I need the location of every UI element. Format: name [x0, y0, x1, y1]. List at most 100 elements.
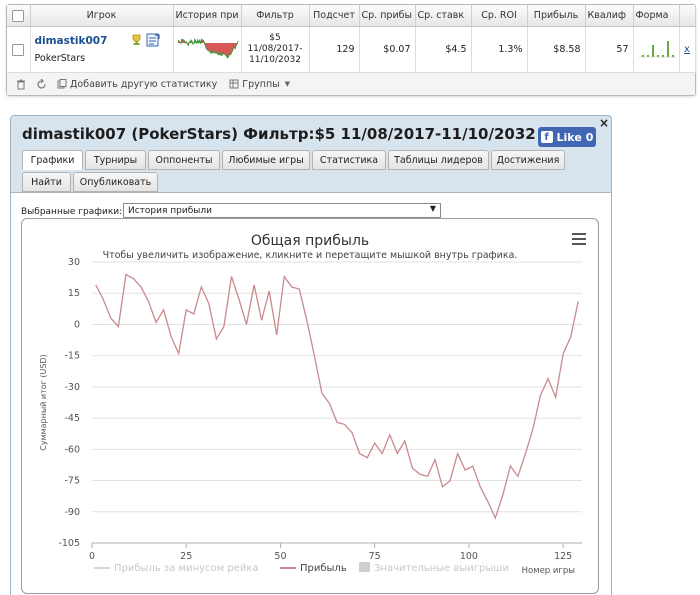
stats-table-panel: Игрок История при Фильтр Подсчет Ср. при…: [6, 4, 696, 96]
remove-cell: x: [679, 26, 696, 73]
header-player[interactable]: Игрок: [30, 5, 174, 27]
header-profit[interactable]: Прибыль: [527, 5, 586, 27]
export-icon[interactable]: [146, 33, 160, 50]
stats-header-row: Игрок История при Фильтр Подсчет Ср. при…: [7, 5, 696, 27]
header-avg-stake[interactable]: Ср. ставк: [415, 5, 472, 27]
qualif-cell: 57: [585, 26, 634, 73]
y-tick-label: -105: [58, 538, 80, 549]
y-tick-label: -60: [64, 444, 80, 455]
x-tick-label: 125: [554, 551, 572, 562]
tab-statistics[interactable]: Статистика: [312, 150, 386, 170]
table-row: dimastik007 PokerStars $5 11/08/2017- 11…: [7, 26, 696, 73]
y-tick-label: 30: [68, 257, 80, 268]
player-cell: dimastik007 PokerStars: [30, 26, 174, 73]
header-history[interactable]: История при: [173, 5, 242, 27]
legend-item-rake[interactable]: Прибыль за минусом рейка: [114, 563, 259, 574]
chevron-down-icon: ▼: [284, 80, 291, 88]
player-panel: dimastik007 (PokerStars) Фильтр:$5 11/08…: [10, 115, 612, 595]
stats-table: Игрок История при Фильтр Подсчет Ср. при…: [7, 5, 696, 73]
groups-label: Группы: [242, 78, 280, 90]
y-tick-label: -30: [64, 382, 80, 393]
selected-charts-label: Выбранные графики:: [21, 207, 123, 217]
chart-type-select-value: История прибыли: [128, 205, 212, 216]
y-tick-label: -45: [64, 413, 80, 424]
add-stats-icon: [57, 79, 67, 89]
add-stats-label: Добавить другую статистику: [70, 78, 218, 90]
y-axis-label: Суммарный итог (USD): [39, 354, 48, 451]
facebook-icon: f: [540, 131, 553, 143]
chart-menu-icon[interactable]: [572, 233, 586, 245]
tab-charts[interactable]: Графики: [22, 150, 83, 170]
tab-content-charts: Выбранные графики: История прибыли ▼ Общ…: [11, 192, 611, 595]
count-cell: 129: [309, 26, 360, 73]
profit-series-line[interactable]: [95, 273, 579, 520]
panel-title: dimastik007 (PokerStars) Фильтр:$5 11/08…: [22, 125, 536, 143]
filter-date-from: 11/08/2017-: [247, 44, 303, 54]
delete-icon[interactable]: [16, 79, 26, 90]
x-tick-label: 25: [180, 551, 192, 562]
header-qualif[interactable]: Квалиф: [585, 5, 634, 27]
form-cell: [633, 26, 680, 73]
sparkline-line: [177, 37, 238, 59]
header-filter[interactable]: Фильтр: [241, 5, 310, 27]
select-all-header[interactable]: [7, 5, 31, 27]
refresh-icon[interactable]: [36, 78, 47, 90]
filter-stake: $5: [269, 33, 281, 43]
header-avg-roi[interactable]: Ср. ROI: [471, 5, 528, 27]
tab-opponents[interactable]: Оппоненты: [148, 150, 220, 170]
legend-item-big-wins[interactable]: Значительные выигрыши: [374, 563, 509, 574]
facebook-like-button[interactable]: f Like 0: [538, 127, 596, 147]
header-remove: [679, 5, 696, 27]
form-bars: [638, 41, 676, 58]
player-name-link[interactable]: dimastik007: [34, 35, 108, 47]
tab-publish[interactable]: Опубликовать: [73, 172, 158, 192]
avg-roi-cell: 1.3%: [471, 26, 528, 73]
y-tick-label: 0: [74, 319, 80, 330]
y-tick-label: 15: [68, 288, 80, 299]
groups-button[interactable]: Группы ▼: [229, 79, 290, 90]
remove-row-link[interactable]: x: [684, 44, 690, 55]
header-count[interactable]: Подсчет: [309, 5, 360, 27]
like-label: Like: [556, 130, 582, 144]
like-count: 0: [585, 130, 594, 144]
chart-subtitle: Чтобы увеличить изображение, кликните и …: [103, 250, 518, 261]
row-select-cell[interactable]: [7, 26, 31, 73]
filter-cell: $5 11/08/2017- 11/10/2032: [241, 26, 310, 73]
y-tick-label: -15: [64, 351, 80, 362]
x-tick-label: 100: [460, 551, 478, 562]
chart-type-select[interactable]: История прибыли ▼: [123, 203, 441, 218]
x-tick-label: 0: [89, 551, 95, 562]
y-tick-label: -75: [64, 476, 80, 487]
tab-achievements[interactable]: Достижения: [491, 150, 565, 170]
filter-date-to: 11/10/2032: [249, 55, 301, 65]
header-form[interactable]: Форма: [633, 5, 680, 27]
chevron-down-icon: ▼: [429, 204, 436, 213]
header-avg-profit[interactable]: Ср. прибы: [359, 5, 416, 27]
groups-icon: [229, 79, 239, 89]
avg-profit-cell: $0.07: [359, 26, 416, 73]
tab-favorite-games[interactable]: Любимые игры: [222, 150, 310, 170]
avg-stake-cell: $4.5: [415, 26, 472, 73]
profit-chart[interactable]: Общая прибыль Чтобы увеличить изображение…: [21, 218, 599, 594]
history-sparkline-cell[interactable]: [173, 26, 242, 73]
player-site: PokerStars: [34, 53, 86, 64]
legend-marker-big-wins: [359, 562, 370, 572]
select-all-checkbox[interactable]: [12, 9, 25, 22]
x-tick-label: 50: [274, 551, 286, 562]
trophy-icon[interactable]: [131, 34, 142, 49]
add-stats-button[interactable]: Добавить другую статистику: [57, 79, 217, 90]
tab-tournaments[interactable]: Турниры: [85, 150, 146, 170]
x-axis-label: Номер игры: [522, 566, 575, 576]
history-sparkline[interactable]: [174, 27, 242, 69]
row-checkbox[interactable]: [12, 43, 25, 56]
tab-leaderboards[interactable]: Таблицы лидеров: [388, 150, 489, 170]
close-icon[interactable]: ×: [599, 116, 610, 130]
y-tick-label: -90: [64, 507, 80, 518]
tab-find[interactable]: Найти: [22, 172, 71, 192]
legend-item-profit[interactable]: Прибыль: [300, 563, 347, 574]
x-tick-label: 75: [369, 551, 381, 562]
profit-cell: $8.58: [527, 26, 586, 73]
chart-title: Общая прибыль: [251, 233, 369, 249]
stats-toolbar: Добавить другую статистику Группы ▼: [7, 72, 695, 95]
